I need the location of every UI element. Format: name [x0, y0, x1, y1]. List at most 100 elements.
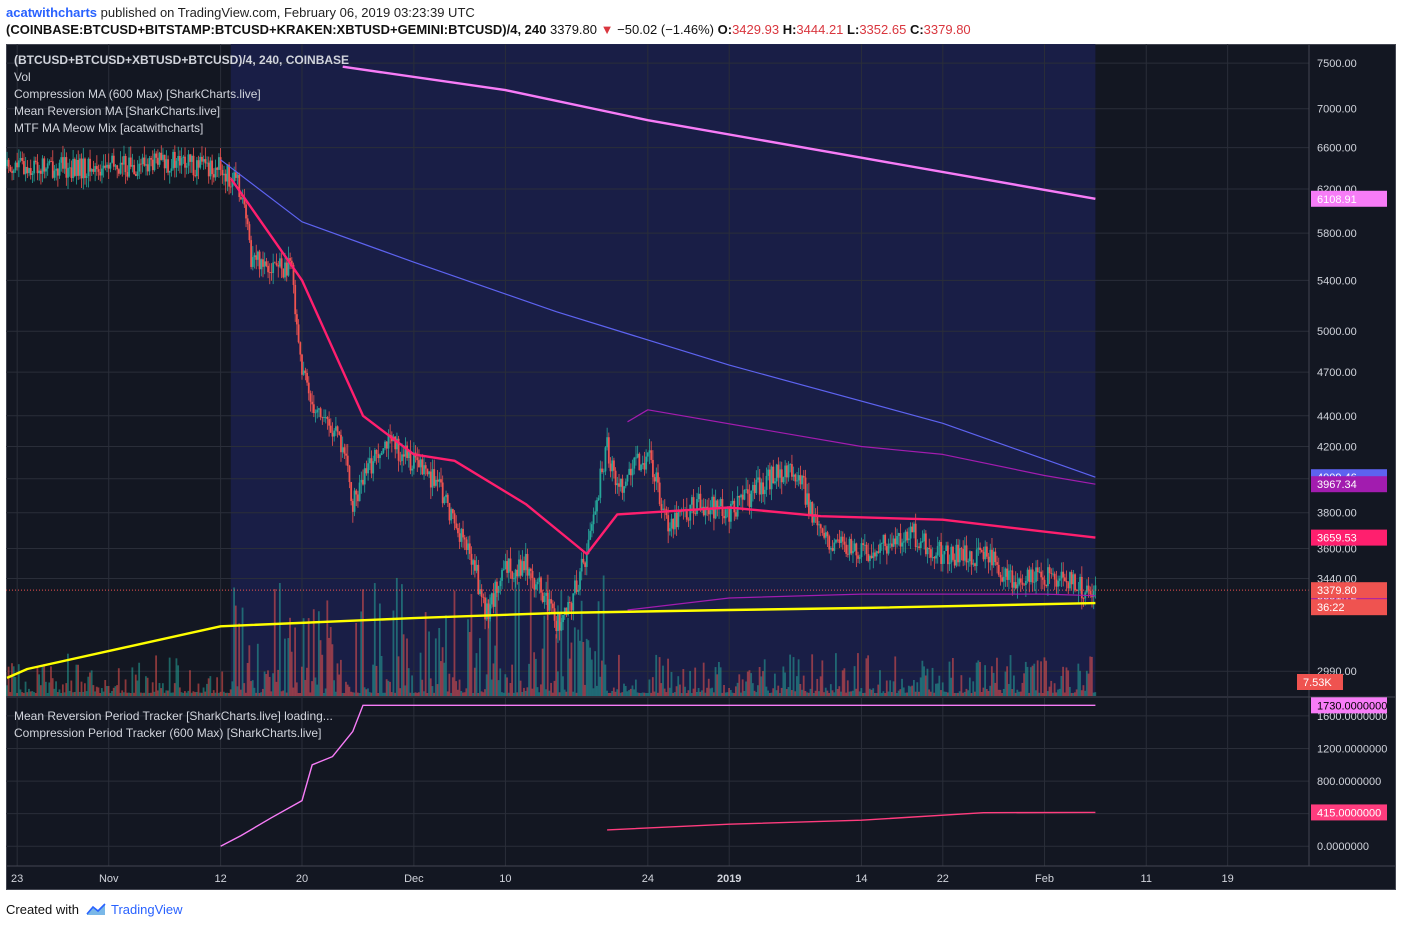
- volume-bar: [11, 663, 13, 696]
- volume-bar: [587, 640, 590, 696]
- volume-bar: [924, 675, 927, 696]
- candle-body: [636, 453, 639, 458]
- candle-body: [331, 432, 334, 437]
- candle-body: [1045, 584, 1048, 587]
- y-tick-label: 3800.00: [1317, 508, 1357, 520]
- candle-body: [741, 494, 744, 500]
- volume-bar: [804, 690, 807, 696]
- candle-body: [319, 408, 322, 418]
- candle-body: [387, 434, 390, 449]
- volume-bar: [901, 678, 903, 696]
- x-tick-label: 24: [642, 873, 654, 885]
- volume-bar: [1011, 689, 1014, 696]
- candle-body: [397, 438, 400, 461]
- volume-bar: [421, 679, 424, 696]
- volume-bar: [573, 627, 576, 696]
- volume-bar: [1019, 691, 1022, 696]
- volume-bar: [485, 674, 488, 696]
- candle-body: [46, 163, 49, 169]
- y-tick-label: 7500.00: [1317, 58, 1357, 70]
- tradingview-link[interactable]: TradingView: [111, 902, 183, 917]
- candle-body: [1080, 576, 1083, 599]
- candle-body: [41, 158, 44, 174]
- candle-body: [996, 562, 998, 565]
- volume-bar: [85, 691, 88, 696]
- volume-bar: [543, 615, 546, 696]
- author-link[interactable]: acatwithcharts: [6, 5, 98, 20]
- candle-body: [707, 509, 710, 515]
- volume-bar: [902, 687, 905, 696]
- candle-body: [114, 165, 117, 167]
- volume-bar: [821, 660, 824, 696]
- volume-bar: [336, 663, 339, 696]
- volume-bar: [628, 690, 630, 696]
- volume-bar: [667, 658, 669, 696]
- candle-body: [882, 534, 885, 544]
- candle-body: [506, 561, 509, 573]
- volume-bar: [690, 692, 693, 696]
- volume-bar: [77, 664, 80, 696]
- volume-bar: [1072, 692, 1075, 696]
- volume-bar: [828, 692, 831, 696]
- candle-body: [1087, 585, 1090, 591]
- volume-bar: [946, 692, 949, 696]
- candle-body: [9, 166, 12, 172]
- volume-bar: [1070, 692, 1073, 696]
- candle-body: [7, 159, 10, 167]
- volume-bar: [44, 681, 47, 696]
- candle-body: [997, 564, 1000, 575]
- volume-bar: [275, 681, 278, 696]
- y-tick-label: 5800.00: [1317, 228, 1357, 240]
- candle-body: [543, 595, 546, 603]
- volume-bar: [750, 673, 753, 696]
- tracker-line-1: [607, 811, 1096, 831]
- candle-body: [948, 562, 951, 565]
- volume-bar: [904, 692, 907, 696]
- volume-bar: [792, 657, 795, 696]
- candle-body: [648, 450, 651, 453]
- candle-body: [450, 509, 453, 521]
- candle-body: [830, 548, 832, 550]
- volume-bar: [72, 692, 74, 696]
- volume-bar: [928, 689, 931, 696]
- volume-bar: [767, 690, 769, 696]
- x-tick-label: 2019: [717, 873, 741, 885]
- candle-body: [396, 438, 398, 450]
- volume-bar: [816, 678, 819, 696]
- candle-body: [1018, 578, 1021, 585]
- candle-body: [236, 174, 239, 178]
- candle-body: [407, 450, 410, 459]
- tracker-end-label-1: 415.0000000: [1317, 807, 1381, 819]
- candle-body: [738, 495, 741, 498]
- candle-body: [485, 603, 488, 620]
- volume-bar: [172, 692, 174, 696]
- volume-bar: [26, 692, 29, 696]
- x-tick-label: 10: [499, 873, 511, 885]
- volume-bar: [906, 692, 909, 696]
- candle-body: [29, 168, 32, 175]
- candle-body: [45, 168, 47, 172]
- candle-body: [78, 158, 81, 176]
- candle-body: [58, 162, 61, 176]
- candle-body: [150, 158, 153, 160]
- volume-bar: [509, 682, 512, 696]
- candle-body: [56, 168, 59, 176]
- candle-body: [867, 553, 870, 561]
- volume-bar: [278, 583, 281, 696]
- candle-body: [50, 161, 52, 162]
- volume-bar: [472, 692, 475, 696]
- chart-area[interactable]: (BTCUSD+BTCUSD+XBTUSD+BTCUSD)/4, 240, CO…: [6, 44, 1396, 890]
- volume-bar: [497, 680, 500, 696]
- volume-bar: [560, 590, 563, 696]
- candle-body: [523, 561, 525, 571]
- candle-body: [457, 528, 459, 534]
- candle-body: [380, 452, 383, 456]
- candle-body: [302, 370, 305, 375]
- candle-body: [1009, 570, 1012, 572]
- volume-bar: [373, 583, 376, 696]
- volume-bar: [1040, 661, 1042, 696]
- volume-bar: [728, 687, 731, 696]
- y-tick-label: 4700.00: [1317, 367, 1357, 379]
- candle-body: [724, 509, 727, 519]
- candle-body: [899, 533, 902, 547]
